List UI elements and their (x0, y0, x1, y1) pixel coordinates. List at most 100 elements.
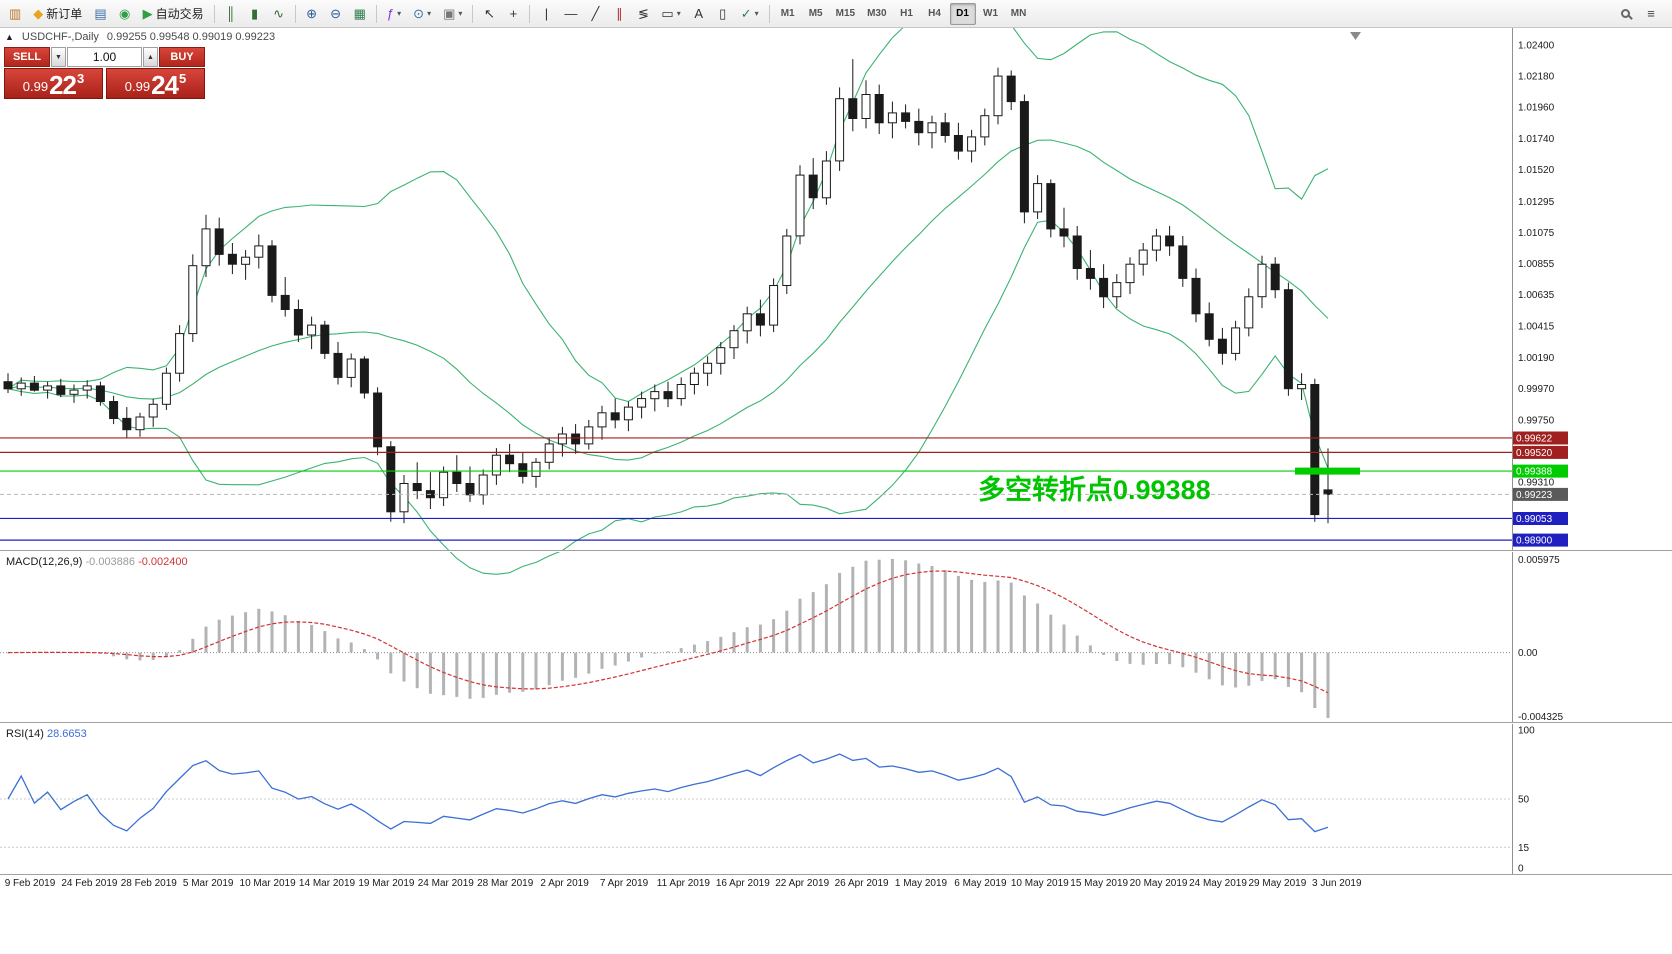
price-scale[interactable]: 1.02400 1.02180 1.01960 1.01740 1.01520 1.012… (1512, 28, 1569, 874)
candle (993, 75, 1003, 117)
text-label-button[interactable]: ▯ (712, 3, 734, 25)
navigator-button[interactable]: ◉ (114, 3, 136, 25)
timeframe-button-d1[interactable]: D1 (949, 2, 976, 25)
timeframe-button-m30[interactable]: M30 (862, 3, 891, 25)
macd-histogram-bar (362, 649, 366, 653)
macd-histogram-bar (719, 636, 723, 653)
candle (412, 483, 422, 492)
level-price-tag-label: 0.99520 (1516, 448, 1553, 459)
tile-windows-button[interactable]: ▦ (349, 3, 371, 25)
market-watch-button[interactable]: ▤ (89, 3, 111, 25)
level-highlight-segment[interactable] (1295, 467, 1360, 475)
candle (557, 433, 567, 445)
search-button[interactable] (1614, 3, 1636, 25)
horizontal-line-button[interactable]: — (559, 3, 582, 25)
macd-histogram-bar (547, 652, 551, 686)
sell-price-display[interactable]: 0.99 22 3 (4, 68, 103, 99)
channel-icon: ∥ (616, 5, 623, 21)
macd-histogram-bar (1220, 652, 1224, 686)
price-scale-label: 0.99750 (1518, 415, 1555, 426)
date-label: 7 Apr 2019 (600, 878, 649, 889)
macd-histogram-bar (164, 652, 168, 657)
sell-button[interactable]: SELL (4, 47, 50, 67)
line-chart-button[interactable]: ∿ (268, 3, 290, 25)
macd-histogram-bar (59, 652, 63, 654)
timeframe-button-h1[interactable]: H1 (894, 3, 920, 25)
macd-scale-label: 0.005975 (1518, 555, 1560, 566)
price-scale-label: 0.99970 (1518, 384, 1555, 395)
toolbar-buttons: ▥ ◆ 新订单 ▤ ◉ ▶ 自动交易 ║ ▮ ∿ ⊕ ⊖ ▦ ƒ ▾ ⊙ ▾ ▣ ▾ ↖ + | — ╱ ∥ ≶ ▭ ▾ A ▯ ✓ ▾ M1 M… (4, 0, 1614, 27)
templates-button[interactable]: ▣ ▾ (438, 3, 467, 25)
quick-menu-button[interactable]: ≡ (1640, 3, 1662, 25)
candlestick-chart-button[interactable]: ▮ (244, 3, 266, 25)
indicators-button[interactable]: ƒ ▾ (382, 3, 406, 25)
bid-price-tag (1513, 487, 1568, 501)
volume-decrease-button[interactable]: ▼ (51, 47, 66, 67)
channel-button[interactable]: ∥ (608, 3, 630, 25)
buy-price-display[interactable]: 0.99 24 5 (106, 68, 205, 99)
bar-chart-button[interactable]: ║ (220, 3, 242, 25)
candle (676, 384, 686, 400)
timeframe-button-w1[interactable]: W1 (978, 3, 1004, 25)
volume-increase-button[interactable]: ▲ (143, 47, 158, 67)
shapes-button[interactable]: ▭ ▾ (656, 3, 685, 25)
candle (478, 474, 488, 496)
chart-annotation-text[interactable]: 多空转折点0.99388 (978, 474, 1211, 505)
periods-button[interactable]: ⊙ ▾ (408, 3, 436, 25)
candle (56, 385, 66, 395)
candle (1033, 183, 1043, 213)
candle (1257, 263, 1267, 298)
trendline-button[interactable]: ╱ (584, 3, 606, 25)
new-chart-button[interactable]: ▥ (4, 3, 26, 25)
candle (1191, 277, 1201, 315)
bollinger-upper-band (7, 28, 1329, 403)
timeframe-button-h4[interactable]: H4 (922, 3, 948, 25)
fibonacci-button[interactable]: ≶ (632, 3, 654, 25)
macd-histogram-bar (640, 652, 644, 658)
timeframe-button-m5[interactable]: M5 (803, 3, 829, 25)
date-label: 20 May 2019 (1130, 878, 1188, 889)
level-price-tag (1513, 533, 1568, 547)
one-click-top-row: SELL ▼ ▲ BUY (4, 47, 205, 67)
timeframe-button-mn[interactable]: MN (1006, 3, 1032, 25)
candle (610, 412, 620, 421)
macd-histogram-bar (481, 652, 485, 698)
chart-window-icon: ▥ (9, 5, 22, 21)
price-scale-label: 1.01740 (1518, 134, 1555, 145)
vertical-line-button[interactable]: | (535, 3, 557, 25)
zoom-out-button[interactable]: ⊖ (325, 3, 347, 25)
cursor-button[interactable]: ↖ (478, 3, 500, 25)
text-button[interactable]: A (688, 3, 710, 25)
candle (439, 471, 449, 499)
timeframe-button-m1[interactable]: M1 (775, 3, 801, 25)
macd-histogram-bar (904, 560, 908, 653)
candle (135, 416, 145, 431)
volume-input[interactable] (68, 48, 141, 66)
level-price-tag (1513, 512, 1568, 525)
macd-histogram-bar (626, 652, 630, 662)
time-axis[interactable]: 9 Feb 2019 24 Feb 2019 28 Feb 2019 5 Mar 20… (5, 878, 1362, 889)
crosshair-button[interactable]: + (502, 3, 524, 25)
arrows-button[interactable]: ✓ ▾ (736, 3, 764, 25)
one-click-collapse-button[interactable]: ▲ (5, 32, 14, 42)
buy-button[interactable]: BUY (159, 47, 205, 67)
new-order-button-label: 新订单 (46, 7, 83, 21)
timeframe-button-m15[interactable]: M15 (831, 3, 860, 25)
candle (1138, 249, 1148, 265)
ohlc-readout: 0.99255 0.99548 0.99019 0.99223 (106, 31, 276, 43)
autotrading-button[interactable]: ▶ 自动交易 (138, 3, 209, 25)
macd-histogram-bar (376, 652, 380, 660)
chart-canvas[interactable]: 多空转折点0.99388 1.02400 1.02180 1.01960 1.01740… (0, 28, 1672, 954)
candle (782, 235, 792, 286)
date-label: 29 May 2019 (1248, 878, 1306, 889)
candle (835, 98, 845, 162)
candle (663, 391, 673, 400)
date-label: 16 Apr 2019 (716, 878, 770, 889)
chart-shift-marker[interactable] (1350, 32, 1361, 40)
new-order-button[interactable]: ◆ 新订单 (28, 3, 87, 25)
macd-histogram-bar (336, 638, 340, 653)
zoom-in-button[interactable]: ⊕ (301, 3, 323, 25)
levels-layer[interactable]: 多空转折点0.99388 (0, 32, 1512, 541)
dropdown-arrow-icon: ▾ (458, 9, 463, 18)
macd-histogram-bar (1154, 652, 1158, 664)
